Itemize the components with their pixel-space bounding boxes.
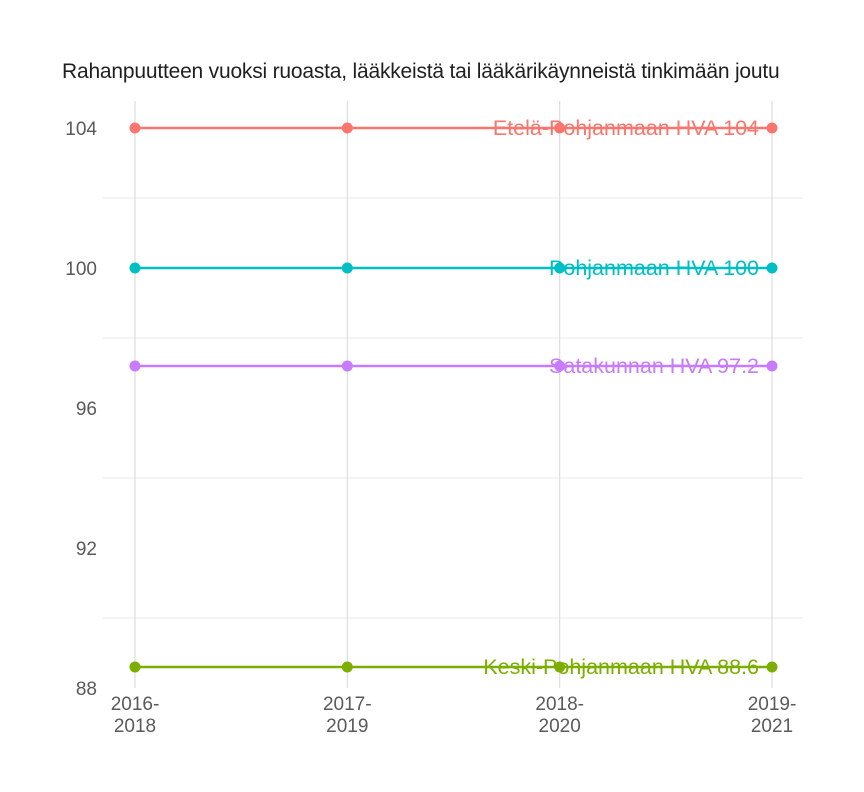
x-tick-label-line2: 2019 <box>326 716 368 737</box>
data-point[interactable] <box>554 661 566 673</box>
y-tick-label: 100 <box>65 259 97 280</box>
data-point[interactable] <box>341 122 353 134</box>
y-tick-label: 104 <box>65 119 97 140</box>
data-point[interactable] <box>554 360 566 372</box>
y-tick-label: 88 <box>76 679 97 700</box>
data-point[interactable] <box>341 262 353 274</box>
x-tick-label-line2: 2018 <box>114 716 156 737</box>
series-label: Pohjanmaan HVA 100 <box>549 256 759 280</box>
x-tick-label-line1: 2018- <box>535 694 584 715</box>
data-point[interactable] <box>554 262 566 274</box>
data-point[interactable] <box>129 360 141 372</box>
data-point[interactable] <box>766 661 778 673</box>
data-point[interactable] <box>129 122 141 134</box>
series-label: Keski-Pohjanmaan HVA 88.6 <box>483 655 759 679</box>
x-tick-label-line1: 2016- <box>111 694 160 715</box>
data-point[interactable] <box>554 122 566 134</box>
x-tick-label-line2: 2020 <box>539 716 581 737</box>
data-point[interactable] <box>766 122 778 134</box>
series-label: Satakunnan HVA 97.2 <box>549 354 759 378</box>
data-point[interactable] <box>341 360 353 372</box>
series-label: Etelä-Pohjanmaan HVA 104 <box>493 116 759 140</box>
data-point[interactable] <box>766 360 778 372</box>
data-point[interactable] <box>766 262 778 274</box>
data-point[interactable] <box>129 262 141 274</box>
data-point[interactable] <box>341 661 353 673</box>
data-point[interactable] <box>129 661 141 673</box>
chart-title: Rahanpuutteen vuoksi ruoasta, lääkkeistä… <box>62 60 780 83</box>
x-tick-label-line1: 2019- <box>748 694 797 715</box>
x-tick-label-line2: 2021 <box>751 716 793 737</box>
x-tick-label-line1: 2017- <box>323 694 372 715</box>
y-tick-label: 96 <box>76 399 97 420</box>
y-tick-label: 92 <box>76 539 97 560</box>
